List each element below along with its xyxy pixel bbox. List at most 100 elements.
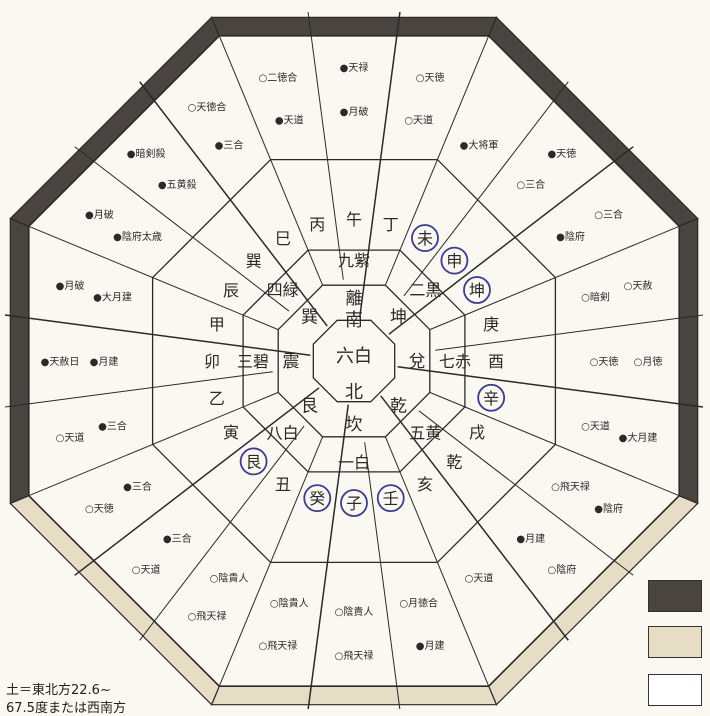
kyusei-label: 八白: [267, 423, 299, 442]
kyusei-label: 九紫: [338, 251, 370, 270]
circle-marker: [477, 383, 506, 412]
branch-label: 丙: [309, 215, 325, 234]
divider-ray: [307, 404, 350, 711]
cell-annotation: ●月建: [516, 532, 545, 545]
center-middle-label: 六白: [336, 346, 372, 367]
divider-ray: [28, 391, 279, 497]
cell-annotation: ●大月建: [93, 290, 132, 303]
divider-ray: [384, 436, 490, 687]
divider-ray: [364, 442, 401, 711]
cell-annotation: ●月破: [340, 105, 369, 118]
center-octagon: 北 六白 南: [336, 310, 372, 403]
cell-annotation: ○天徳: [416, 71, 445, 84]
cell-annotation: ●大将軍: [460, 138, 499, 151]
kyusei-label: 三碧: [237, 352, 269, 371]
kyusei-label: 四緑: [267, 281, 299, 300]
cell-annotation: ●五黄殺: [158, 178, 197, 191]
cell-annotation: ●月建: [90, 355, 119, 368]
cell-annotation: ○天道: [132, 563, 161, 576]
trigram-label: 坎: [346, 415, 363, 435]
cell-annotation: ○月徳: [634, 355, 663, 368]
cell-annotation: ○天徳: [590, 355, 619, 368]
cell-annotation: ○月徳合: [399, 596, 438, 609]
divider-ray: [4, 371, 273, 408]
branch-label: 申: [446, 252, 462, 271]
branch-label: 丁: [383, 215, 399, 234]
cell-annotation: ○飛天禄: [188, 610, 227, 623]
divider-ray: [435, 314, 704, 351]
divider-ray: [218, 436, 324, 687]
cell-annotation: ○陰府: [548, 563, 577, 576]
legend-swatch-dark: [648, 580, 702, 612]
branch-label: 辛: [483, 389, 499, 408]
cell-annotation: ○三合: [516, 178, 545, 191]
trigram-label: 艮: [301, 397, 318, 417]
cell-annotation: ●陰府: [594, 502, 623, 515]
cell-annotation: ●陰府太歳: [113, 230, 162, 243]
branch-label: 艮: [246, 452, 262, 471]
cell-annotation: ○天道: [465, 572, 494, 585]
branch-label: 巽: [246, 252, 262, 271]
ring-labels: 坎一白壬子癸坤二黒未申坤震三碧乙卯甲 巽四緑辰巽巳離九紫丙午丁艮八白丑艮寅兌 七赤庚…: [41, 61, 663, 662]
branch-label: 亥: [417, 475, 433, 494]
circle-marker: [411, 224, 439, 252]
cell-annotation: ●暗剣殺: [127, 147, 166, 160]
center-top-label: 北: [345, 382, 363, 403]
cell-annotation: ●天道: [275, 114, 304, 127]
trigram-label: 兌: [409, 352, 426, 372]
cell-annotation: ○飛天禄: [335, 649, 374, 662]
divider-ray: [28, 225, 279, 331]
cell-annotation: ○陰貴人: [210, 572, 249, 585]
cell-annotation: ●三合: [123, 480, 152, 493]
branch-label: 壬: [383, 489, 399, 508]
cell-annotation: ○天道: [581, 420, 610, 433]
cell-annotation: ○天徳: [85, 502, 114, 515]
trigram-label: 震: [283, 352, 300, 372]
circle-marker: [239, 447, 268, 476]
branch-label: 丑: [275, 475, 291, 494]
branch-label: 午: [346, 210, 362, 229]
branch-label: 酉: [488, 352, 504, 371]
note-line-1: 土＝東北方22.6~: [6, 683, 111, 698]
circle-marker: [376, 484, 405, 513]
divider-ray: [307, 11, 344, 280]
cell-annotation: ●三合: [98, 420, 127, 433]
outer-band-segment: [9, 217, 30, 505]
divider-ray: [397, 365, 704, 408]
cell-annotation: ●三合: [215, 138, 244, 151]
divider-ray: [384, 35, 490, 286]
branch-label: 寅: [223, 423, 239, 442]
kyusei-label: 七赤: [439, 352, 471, 371]
cell-annotation: ○天道: [404, 114, 433, 127]
branch-label: 辰: [223, 281, 239, 300]
legend-swatch-white: [648, 674, 702, 706]
sector-divider-rays: [4, 11, 704, 711]
cell-annotation: ●天徳: [548, 147, 577, 160]
divider-ray: [4, 314, 311, 357]
cell-annotation: ●陰府: [556, 230, 585, 243]
divider-ray: [139, 425, 305, 641]
ring-outline: [312, 319, 396, 403]
kyusei-label: 一白: [338, 453, 370, 472]
trigram-label: 離: [346, 289, 363, 309]
divider-ray: [429, 225, 680, 331]
cell-annotation: ●天禄: [340, 61, 369, 74]
outer-band-segment: [210, 16, 498, 37]
cell-annotation: ○暗剣: [581, 290, 610, 303]
cell-annotation: ○天道: [56, 431, 85, 444]
center-bottom-label: 南: [345, 310, 363, 331]
outer-band-segment: [210, 685, 498, 706]
branch-label: 坤: [469, 281, 485, 300]
cell-annotation: ●月破: [56, 279, 85, 292]
branch-label: 巳: [275, 229, 291, 248]
cell-annotation: ●月破: [85, 208, 114, 221]
kyusei-label: 五黄: [409, 423, 441, 442]
cell-annotation: ●月建: [416, 639, 445, 652]
cell-annotation: ○陰貴人: [335, 605, 374, 618]
branch-label: 乙: [209, 389, 225, 408]
circle-marker: [303, 484, 332, 513]
kyusei-label: 二黒: [409, 281, 441, 300]
branch-label: 甲: [209, 315, 225, 334]
